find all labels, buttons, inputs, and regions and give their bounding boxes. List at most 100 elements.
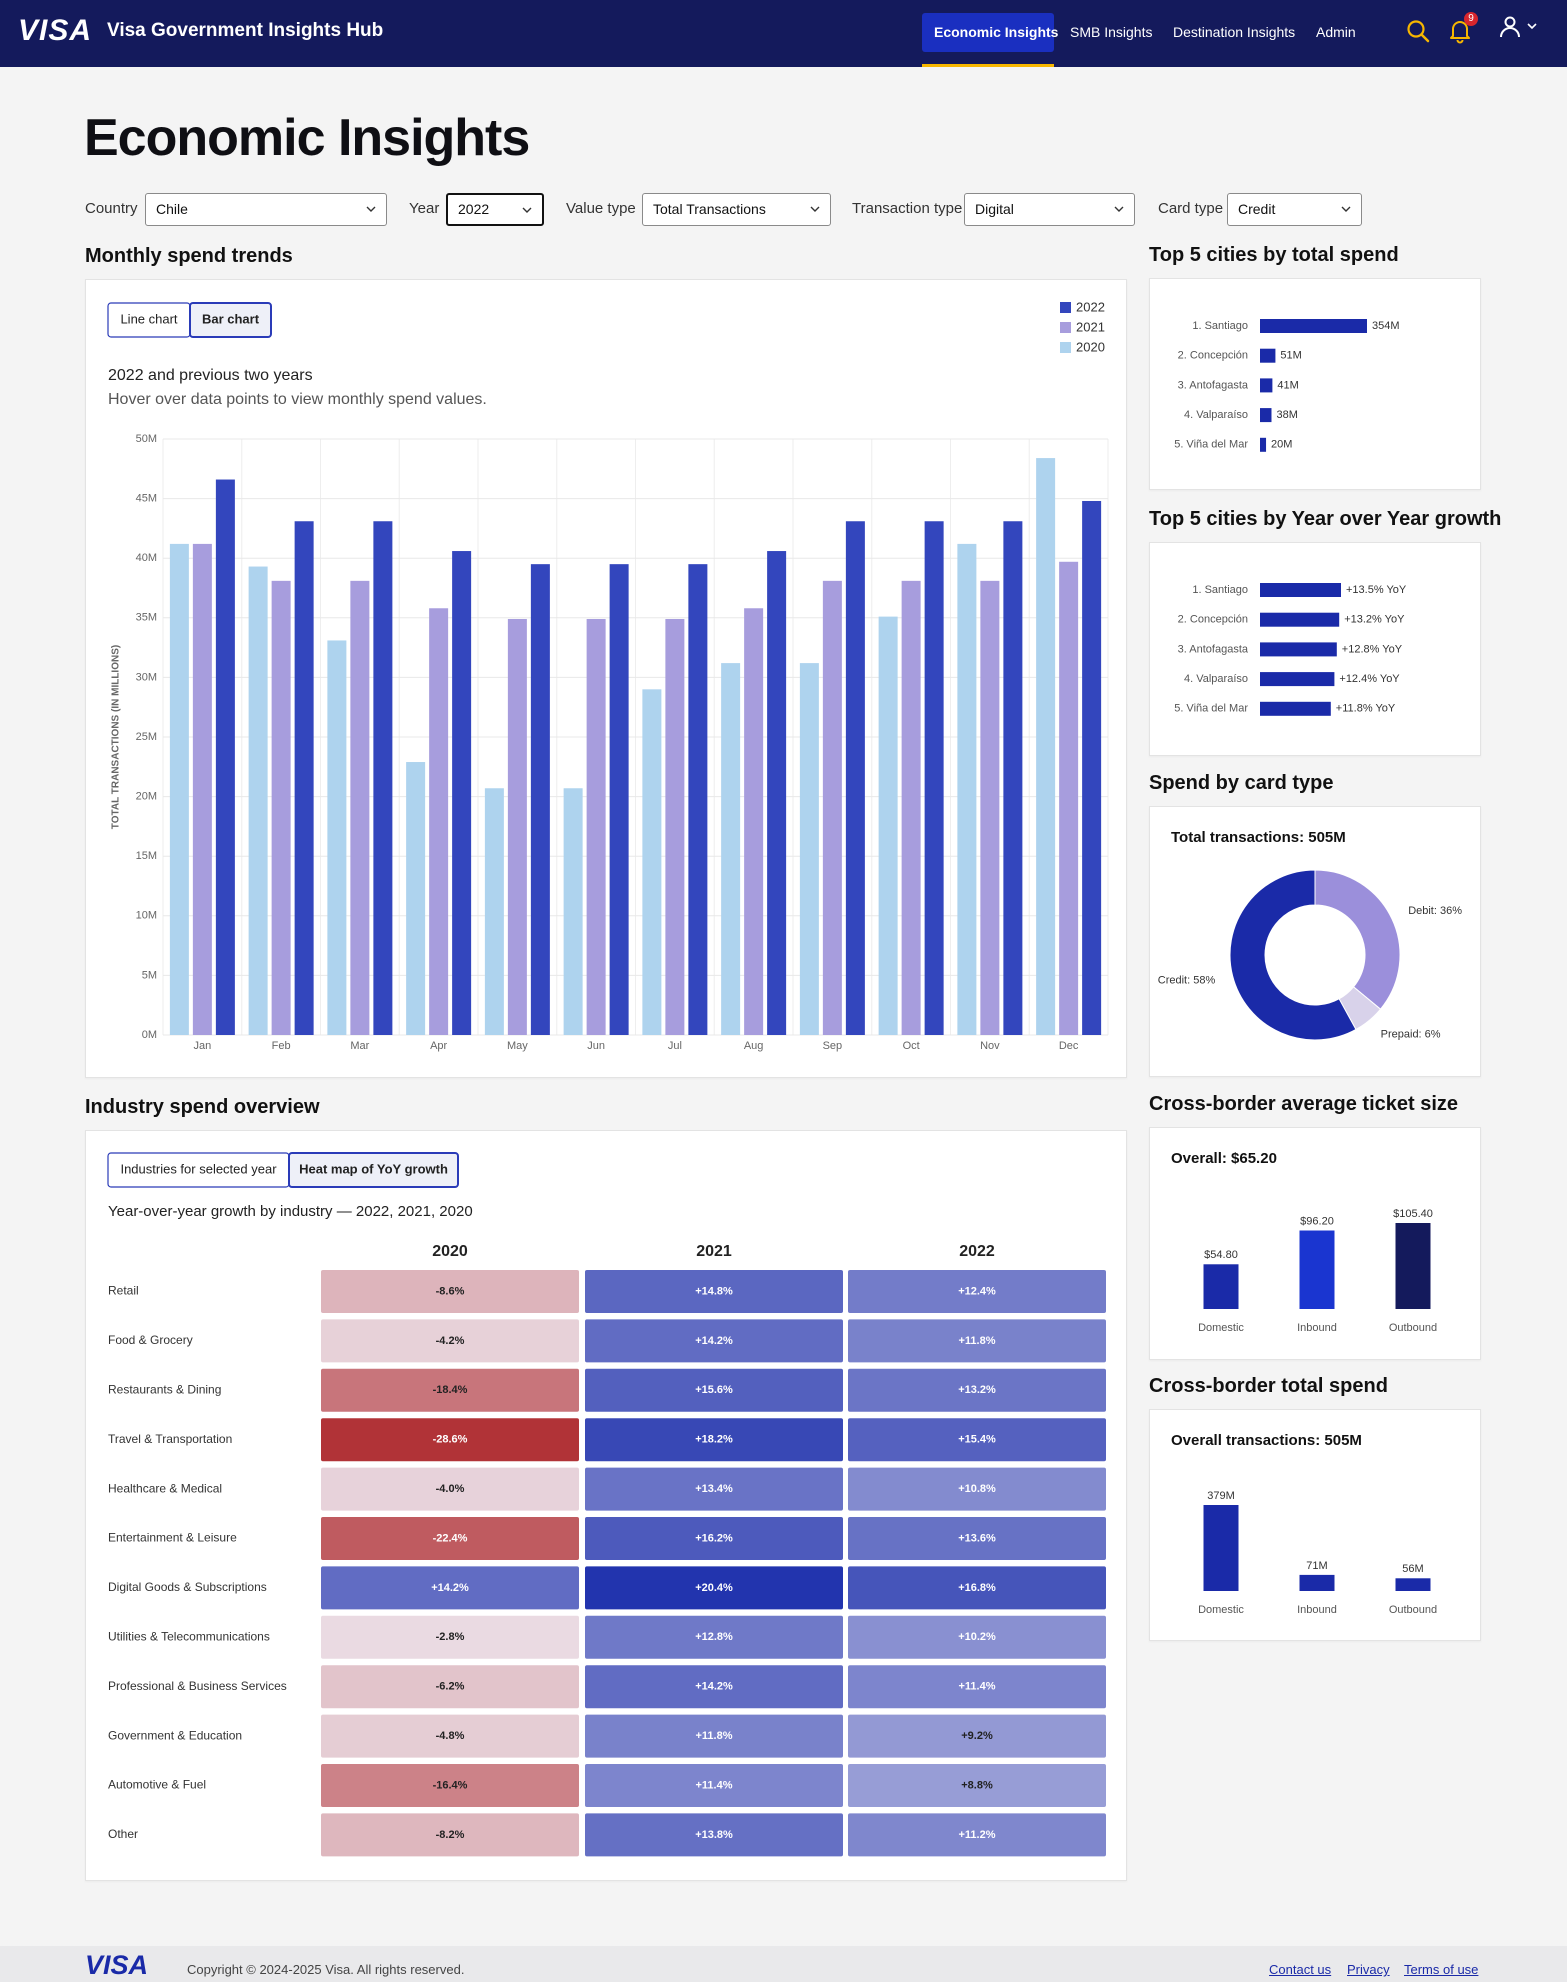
filter-select[interactable]: Digital (964, 193, 1135, 226)
filter-value: Credit (1238, 201, 1276, 217)
heatmap-cell (585, 1418, 843, 1462)
heatmap-cell (321, 1665, 579, 1709)
heatmap-cell (585, 1467, 843, 1511)
heatmap-cell-label: +12.8% (695, 1631, 733, 1643)
search-icon-circle (1407, 20, 1425, 38)
heatmap-cell-label: +11.8% (695, 1730, 732, 1742)
heatmap-cell-label: +11.4% (695, 1779, 732, 1791)
row-label: Healthcare & Medical (108, 1481, 222, 1495)
bar-category-label: 3. Antofagasta (1178, 379, 1249, 391)
nav-active-underline (922, 64, 1054, 67)
user-menu[interactable] (1498, 15, 1544, 41)
bar (665, 618, 685, 1035)
bar (271, 580, 291, 1035)
column-category-label: Domestic (1198, 1322, 1244, 1334)
heatmap-cell-label: +14.2% (695, 1681, 733, 1693)
footer-link[interactable]: Contact us (1269, 1962, 1332, 1977)
heatmap-cell (585, 1714, 843, 1758)
donut-label: Prepaid: 6% (1381, 1028, 1441, 1040)
bar (924, 521, 944, 1035)
filter-label: Card type (1158, 200, 1224, 217)
bar-value-label: +12.4% YoY (1339, 673, 1400, 685)
row-label: Government & Education (108, 1728, 242, 1742)
y-tick-label: 0M (142, 1029, 157, 1041)
chevron (810, 206, 820, 212)
heatmap-cell-label: +14.2% (695, 1335, 733, 1347)
bar (1059, 561, 1079, 1035)
footer-link[interactable]: Privacy (1347, 1962, 1390, 1977)
heatmap-cell (848, 1319, 1106, 1363)
bar (1036, 458, 1056, 1035)
filter-select[interactable]: 2022 (446, 193, 544, 226)
toggle-label[interactable]: Line chart (120, 311, 177, 326)
copyright: Copyright © 2024-2025 Visa. All rights r… (187, 1962, 465, 1977)
bar (822, 580, 842, 1035)
logo[interactable]: VISA (18, 14, 93, 47)
heatmap-cell-label: +12.4% (958, 1285, 996, 1297)
heatmap-cell (848, 1714, 1106, 1758)
x-tick-label: Feb (272, 1040, 291, 1052)
nav-item[interactable]: Admin (1316, 24, 1356, 40)
heatmap-cell (585, 1615, 843, 1659)
bar-category-label: 1. Santiago (1192, 584, 1248, 596)
bar-value-label: 41M (1277, 379, 1298, 391)
column (1395, 1223, 1431, 1309)
legend-swatch (1060, 342, 1071, 353)
bar (1260, 672, 1335, 687)
x-tick-label: Oct (903, 1040, 920, 1052)
y-tick-label: 35M (136, 612, 157, 624)
chart: Overall: $65.20 $54.80 Domestic $96.20 Inbou… (1171, 1150, 1437, 1334)
x-tick-label: Jul (668, 1040, 682, 1052)
bar-value-label: 51M (1280, 350, 1301, 362)
heatmap-cell (321, 1418, 579, 1462)
card: Industries for selected year Heat map of … (85, 1130, 1127, 1881)
bell-icon[interactable] (1448, 18, 1472, 44)
x-tick-label: Jun (587, 1040, 605, 1052)
column-category-label: Outbound (1389, 1604, 1437, 1616)
toggle-label[interactable]: Heat map of YoY growth (299, 1161, 448, 1176)
chevron-path (810, 206, 820, 212)
y-tick-label: 15M (136, 850, 157, 862)
heatmap-cell-label: +10.8% (958, 1483, 996, 1495)
toggle-button[interactable] (189, 302, 272, 338)
toggle-button[interactable] (288, 1152, 459, 1188)
section-title: Cross-border total spend (1149, 1375, 1388, 1397)
toggle-label[interactable]: Bar chart (202, 311, 260, 326)
chart-subtitle: Overall transactions: 505M (1171, 1432, 1362, 1449)
filter-select[interactable]: Credit (1227, 193, 1362, 226)
heatmap-cell (321, 1319, 579, 1363)
section-title: Monthly spend trends (85, 245, 293, 267)
bar-value-label: 20M (1271, 439, 1292, 451)
filter-select[interactable]: Chile (145, 193, 387, 226)
heatmap-cell (321, 1270, 579, 1313)
column-value-label: $54.80 (1204, 1249, 1238, 1261)
bar-value-label: +13.5% YoY (1346, 584, 1407, 596)
donut-segment (1229, 869, 1357, 1041)
bar (1260, 378, 1273, 393)
bar (248, 566, 268, 1035)
heatmap-cell (321, 1517, 579, 1560)
bar-category-label: 2. Concepción (1178, 350, 1248, 362)
heatmap-cell-label: -4.2% (436, 1335, 465, 1347)
bar (721, 663, 741, 1035)
heatmap-cell-label: -18.4% (433, 1384, 468, 1396)
column-category-label: Inbound (1297, 1604, 1337, 1616)
nav-item[interactable]: Economic Insights (934, 24, 1059, 40)
filter-label: Year (409, 200, 440, 217)
nav-item[interactable]: Destination Insights (1173, 24, 1296, 40)
filter-label: Transaction type (852, 200, 963, 217)
bar (484, 788, 504, 1035)
toggle-label[interactable]: Industries for selected year (120, 1161, 277, 1176)
nav-item[interactable]: SMB Insights (1070, 24, 1153, 40)
footer-link[interactable]: Terms of use (1404, 1962, 1479, 1977)
heatmap-cell-label: +14.2% (431, 1582, 469, 1594)
heatmap-cell (321, 1368, 579, 1412)
row-label: Restaurants & Dining (108, 1382, 221, 1396)
bar-category-label: 5. Viña del Mar (1174, 703, 1248, 715)
y-tick-label: 5M (142, 969, 157, 981)
chart: 1. Santiago 354M 2. Concepción 51M 3. Antofa… (1174, 319, 1400, 452)
heatmap-cell (585, 1319, 843, 1363)
filter-select[interactable]: Total Transactions (642, 193, 831, 226)
search-icon[interactable] (1405, 18, 1431, 44)
